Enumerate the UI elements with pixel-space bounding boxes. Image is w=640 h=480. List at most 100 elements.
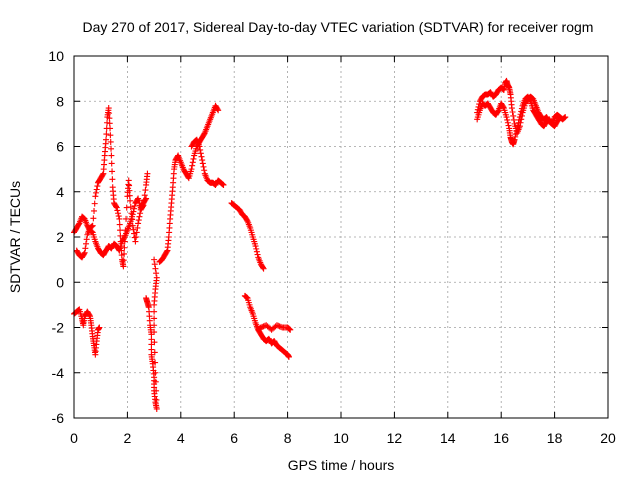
data-point [518, 105, 525, 112]
data-point [141, 192, 148, 199]
data-point [152, 359, 159, 366]
series-track-f [188, 136, 227, 188]
data-point [117, 232, 124, 239]
data-point [107, 125, 114, 132]
data-point [121, 235, 128, 242]
data-point [153, 387, 160, 394]
data-point [130, 226, 137, 233]
data-point [189, 159, 196, 166]
data-point [510, 116, 517, 123]
data-point [556, 114, 563, 121]
x-tick-label: 16 [493, 430, 509, 446]
data-point [122, 227, 129, 234]
data-point [126, 182, 133, 189]
data-point [562, 114, 569, 121]
x-tick-labels: 0 2 4 6 8 10 12 14 16 18 20 [70, 430, 616, 446]
data-point [109, 168, 116, 175]
data-point [197, 150, 204, 157]
data-point [556, 115, 563, 122]
series-track-g [228, 200, 267, 272]
data-point [151, 339, 158, 346]
data-point [123, 204, 130, 211]
data-point [108, 152, 115, 159]
data-point [131, 234, 138, 241]
series-track-b [73, 105, 151, 270]
data-point [151, 261, 158, 268]
data-point [513, 128, 520, 135]
data-point [114, 207, 121, 214]
y-tick-label: 2 [56, 229, 64, 245]
data-point [503, 114, 510, 121]
data-point [83, 236, 90, 243]
data-point [139, 203, 146, 210]
data-point [199, 160, 206, 167]
data-point [508, 105, 515, 112]
data-point [514, 125, 521, 132]
data-point [106, 120, 113, 127]
data-point [99, 171, 106, 178]
x-tick-label: 2 [124, 430, 132, 446]
data-point [82, 245, 89, 252]
data-point [516, 116, 523, 123]
series-track-a [71, 195, 150, 259]
data-point [131, 230, 138, 237]
data-point [108, 160, 115, 167]
data-point [152, 369, 159, 376]
data-point [106, 110, 113, 117]
data-point [103, 131, 110, 138]
data-point [219, 180, 226, 187]
data-point [148, 346, 155, 353]
data-point [121, 250, 128, 257]
data-point [219, 181, 226, 188]
data-point [515, 119, 522, 126]
y-tick-label: -2 [52, 320, 65, 336]
data-point [509, 108, 516, 115]
y-tick-label: 8 [56, 93, 64, 109]
data-point [151, 308, 158, 315]
data-point [517, 111, 524, 118]
data-point [116, 221, 123, 228]
series-track-h [241, 292, 294, 333]
data-point [254, 251, 261, 258]
data-point [126, 187, 133, 194]
data-point [561, 114, 568, 121]
data-point [134, 224, 141, 231]
chart-title: Day 270 of 2017, Sidereal Day-to-day VTE… [83, 19, 594, 35]
data-point [103, 136, 110, 143]
data-point [129, 216, 136, 223]
data-point [185, 174, 192, 181]
data-point [196, 143, 203, 150]
data-point [134, 196, 141, 203]
data-point [259, 323, 266, 330]
data-point [494, 108, 501, 115]
data-point [189, 162, 196, 169]
data-point [153, 396, 160, 403]
data-point [141, 197, 148, 204]
data-point [89, 223, 96, 230]
data-point [107, 132, 114, 139]
data-point [113, 203, 120, 210]
data-point [151, 349, 158, 356]
data-point [504, 116, 511, 123]
data-point [127, 197, 134, 204]
data-point [277, 323, 284, 330]
data-point [135, 217, 142, 224]
data-point [201, 167, 208, 174]
data-point [526, 97, 533, 104]
data-point [197, 146, 204, 153]
data-point [93, 189, 100, 196]
data-point [151, 256, 158, 263]
data-point [125, 177, 132, 184]
data-point [151, 329, 158, 336]
y-tick-label: 6 [56, 139, 64, 155]
data-point [151, 322, 158, 329]
data-point [199, 157, 206, 164]
x-axis-label: GPS time / hours [288, 457, 395, 473]
data-point [96, 324, 103, 331]
data-point [126, 192, 133, 199]
data-point [253, 248, 260, 255]
data-point [93, 186, 100, 193]
x-tick-label: 12 [387, 430, 403, 446]
data-point [133, 234, 140, 240]
data-point [163, 248, 170, 255]
